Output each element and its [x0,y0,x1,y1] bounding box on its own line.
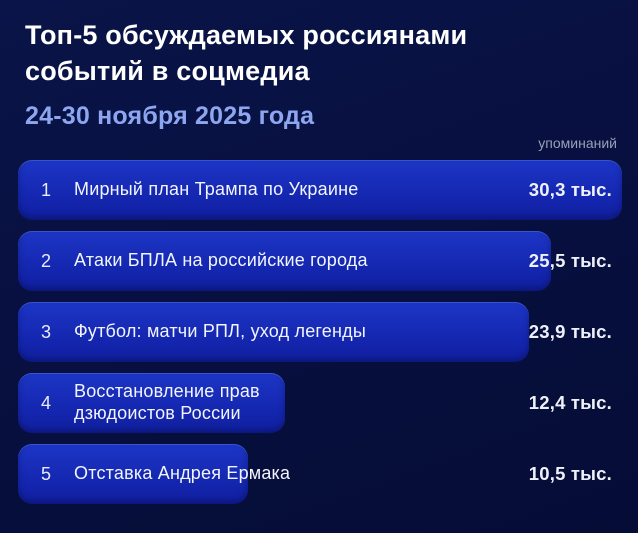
mention-count: 23,9 тыс. [528,321,612,342]
date-range-subtitle: 24-30 ноября 2025 года [25,102,315,131]
units-label: упоминаний [538,135,617,152]
bar-row: 4 Восстановление прав дзюдоистов России … [18,373,620,433]
event-label: Восстановление прав дзюдоистов России [74,381,260,423]
bar-row: 3 Футбол: матчи РПЛ, уход легенды 23,9 т… [18,302,620,362]
bar-fill [18,302,529,362]
bar-list: 1 Мирный план Трампа по Украине 30,3 тыс… [18,160,622,515]
bar-content: 2 Атаки БПЛА на российские города [18,231,620,291]
mention-count: 12,4 тыс. [528,392,612,413]
event-label: Мирный план Трампа по Украине [74,179,359,200]
event-label: Отставка Андрея Ермака [74,463,291,484]
bar-content: 1 Мирный план Трампа по Украине [18,160,620,220]
rank-number: 2 [40,250,51,271]
mention-count: 30,3 тыс. [528,179,612,200]
bar-fill [18,444,248,504]
mention-count: 25,5 тыс. [528,250,612,271]
event-label: Футбол: матчи РПЛ, уход легенды [74,321,366,342]
bar-content: 5 Отставка Андрея Ермака [18,444,620,504]
bar-content: 4 Восстановление прав дзюдоистов России [18,373,620,433]
bar-row: 2 Атаки БПЛА на российские города 25,5 т… [18,231,620,291]
bar-fill [18,231,551,291]
rank-number: 4 [40,392,51,413]
event-label: Атаки БПЛА на российские города [74,250,368,271]
rank-number: 5 [40,463,51,484]
header: Топ-5 обсуждаемых россиянами событий в с… [0,0,638,151]
bar-fill [18,373,285,433]
rank-number: 3 [40,321,51,342]
bar-fill [18,160,622,220]
rank-number: 1 [40,179,51,200]
bar-content: 3 Футбол: матчи РПЛ, уход легенды [18,302,620,362]
mention-count: 10,5 тыс. [528,463,612,484]
page-title: Топ-5 обсуждаемых россиянами событий в с… [25,20,468,86]
bar-row: 1 Мирный план Трампа по Украине 30,3 тыс… [18,160,622,220]
bar-row: 5 Отставка Андрея Ермака 10,5 тыс. [18,444,620,504]
